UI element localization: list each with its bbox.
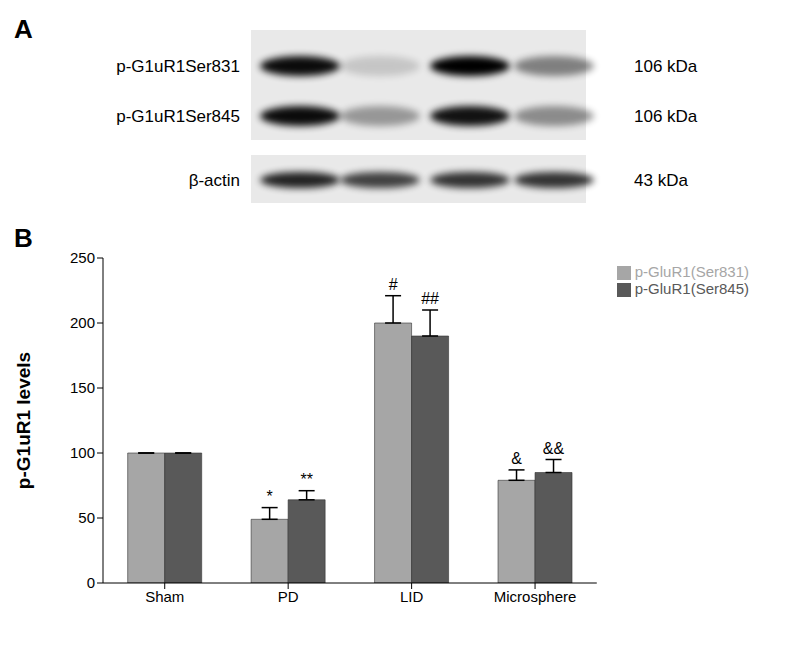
svg-text:150: 150 (70, 379, 95, 396)
svg-text:*: * (267, 488, 273, 505)
svg-text:A: A (14, 14, 33, 44)
svg-text:**: ** (300, 471, 312, 488)
svg-text:p-G1uR1 levels: p-G1uR1 levels (13, 352, 34, 489)
svg-text:100: 100 (70, 444, 95, 461)
svg-text:&&: && (543, 440, 565, 457)
svg-text:&: & (511, 450, 522, 467)
svg-text:p-G1uR1Ser831: p-G1uR1Ser831 (116, 57, 240, 76)
svg-text:PD: PD (278, 588, 299, 605)
html-text:B: B (14, 223, 33, 253)
svg-text:Sham: Sham (145, 588, 184, 605)
svg-text:β-actin: β-actin (189, 171, 240, 190)
svg-text:#: # (389, 276, 398, 293)
svg-text:106 kDa: 106 kDa (634, 107, 698, 126)
svg-text:LID: LID (400, 588, 424, 605)
html-text:p-GluR1(Ser831): p-GluR1(Ser831) (634, 263, 749, 280)
svg-text:Microsphere: Microsphere (494, 588, 577, 605)
svg-text:0: 0 (87, 574, 95, 591)
svg-text:250: 250 (70, 249, 95, 266)
svg-text:p-G1uR1Ser845: p-G1uR1Ser845 (116, 107, 240, 126)
svg-text:200: 200 (70, 314, 95, 331)
svg-text:43 kDa: 43 kDa (634, 171, 688, 190)
svg-text:106 kDa: 106 kDa (634, 57, 698, 76)
svg-text:50: 50 (78, 509, 95, 526)
html-text:p-GluR1(Ser845): p-GluR1(Ser845) (634, 280, 749, 297)
svg-text:##: ## (421, 290, 439, 307)
